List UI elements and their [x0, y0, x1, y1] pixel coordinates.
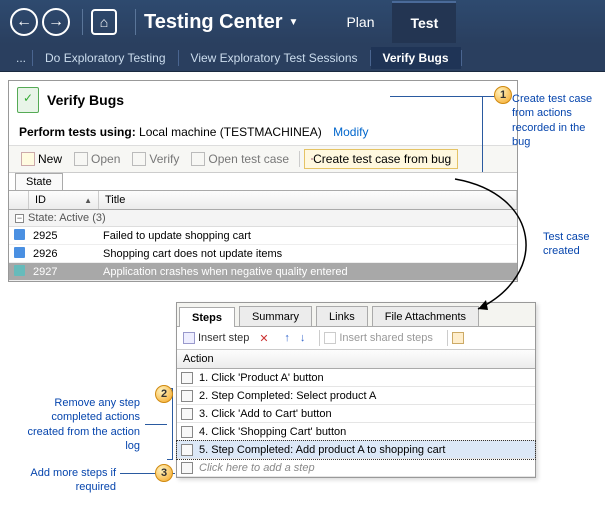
perform-label: Perform tests using:	[19, 125, 136, 139]
subnav-exploratory[interactable]: Do Exploratory Testing	[33, 47, 178, 69]
forward-button[interactable]: →	[42, 8, 70, 36]
bug-icon	[14, 247, 25, 258]
home-button[interactable]: ⌂	[91, 9, 117, 35]
steps-panel: Steps Summary Links File Attachments Ins…	[176, 302, 536, 478]
arrow-down-icon: ↓	[300, 332, 306, 344]
step-icon	[181, 372, 193, 384]
step-row-selected[interactable]: 5. Step Completed: Add product A to shop…	[177, 441, 535, 459]
insert-step-button[interactable]: Insert step	[183, 332, 249, 344]
modify-link[interactable]: Modify	[333, 125, 368, 139]
table-row[interactable]: 2926 Shopping cart does not update items	[9, 245, 517, 263]
step-row[interactable]: 4. Click 'Shopping Cart' button	[177, 423, 535, 441]
delete-step-button[interactable]: ✕	[259, 332, 274, 344]
back-button[interactable]: ←	[10, 8, 38, 36]
col-id[interactable]: ID▲	[29, 191, 99, 209]
sub-header: ... Do Exploratory Testing View Explorat…	[0, 44, 605, 72]
bug-icon	[14, 265, 25, 276]
callout-text-1: Create test case from actions recorded i…	[512, 92, 602, 149]
callout-text-3: Add more steps if required	[18, 466, 116, 495]
subnav-verify-bugs[interactable]: Verify Bugs	[371, 47, 461, 69]
callout-marker-3: 3	[155, 464, 173, 482]
tab-test[interactable]: Test	[392, 1, 456, 43]
step-row[interactable]: 3. Click 'Add to Cart' button	[177, 405, 535, 423]
perform-value: Local machine (TESTMACHINEA)	[139, 125, 322, 139]
step-icon	[181, 408, 193, 420]
connector	[482, 96, 483, 172]
table-row-selected[interactable]: 2927 Application crashes when negative q…	[9, 263, 517, 281]
callout-marker-1: 1	[494, 86, 512, 104]
tab-links[interactable]: Links	[316, 306, 368, 326]
state-tab[interactable]: State	[15, 173, 63, 190]
delete-icon: ✕	[259, 332, 271, 344]
verify-icon	[132, 152, 146, 166]
app-title: Testing Center	[144, 11, 283, 34]
insert-shared-steps-button[interactable]: Insert shared steps	[324, 332, 433, 344]
step-icon	[181, 390, 193, 402]
perform-tests-row: Perform tests using: Local machine (TEST…	[9, 119, 517, 145]
ellipsis[interactable]: ...	[10, 51, 32, 65]
move-up-button[interactable]: ↑	[284, 332, 290, 344]
collapse-icon[interactable]: −	[15, 214, 24, 223]
new-icon	[21, 152, 35, 166]
divider	[135, 9, 136, 35]
callout-marker-2: 2	[155, 385, 173, 403]
callout-text-2: Remove any step completed actions create…	[20, 396, 140, 453]
step-row[interactable]: 1. Click 'Product A' button	[177, 369, 535, 387]
bug-icon	[14, 229, 25, 240]
chevron-down-icon[interactable]: ▼	[289, 17, 299, 28]
app-header: ← → ⌂ Testing Center ▼ Plan Test	[0, 0, 605, 44]
panel-title: Verify Bugs	[47, 92, 124, 108]
group-row[interactable]: −State: Active (3)	[9, 210, 517, 227]
verify-button[interactable]: Verify	[126, 150, 185, 168]
tab-plan[interactable]: Plan	[328, 2, 392, 42]
create-test-case-from-bug-button[interactable]: Create test case from bug	[304, 149, 458, 169]
open-test-case-button[interactable]: Open test case	[185, 150, 295, 168]
action-column-header: Action	[177, 350, 535, 369]
clipboard-check-icon	[17, 87, 39, 113]
tab-steps[interactable]: Steps	[179, 307, 235, 327]
step-icon	[181, 444, 193, 456]
step-icon	[181, 426, 193, 438]
steps-toolbar: Insert step ✕ ↑ ↓ Insert shared steps	[177, 327, 535, 350]
cell-id: 2925	[29, 230, 99, 242]
new-button[interactable]: New	[15, 150, 68, 168]
shared-steps-icon	[324, 332, 336, 344]
subnav-sessions[interactable]: View Exploratory Test Sessions	[179, 47, 370, 69]
toolbar: New Open Verify Open test case Create te…	[9, 145, 517, 173]
connector	[145, 424, 167, 425]
grid-header: ID▲ Title	[9, 191, 517, 210]
attachment-button[interactable]	[452, 332, 467, 344]
verify-bugs-panel: Verify Bugs Perform tests using: Local m…	[8, 80, 518, 282]
step-icon	[181, 462, 193, 474]
cell-id: 2926	[29, 248, 99, 260]
open-icon	[74, 152, 88, 166]
cell-id: 2927	[29, 266, 99, 278]
step-row[interactable]: 2. Step Completed: Select product A	[177, 387, 535, 405]
arrow-up-icon: ↑	[284, 332, 290, 344]
open-test-case-icon	[191, 152, 205, 166]
add-step-placeholder[interactable]: Click here to add a step	[177, 459, 535, 477]
person-icon	[452, 332, 464, 344]
bugs-grid: ID▲ Title −State: Active (3) 2925 Failed…	[9, 190, 517, 281]
insert-step-icon	[183, 332, 195, 344]
table-row[interactable]: 2925 Failed to update shopping cart	[9, 227, 517, 245]
connector	[390, 96, 495, 97]
divider	[82, 9, 83, 35]
callout-text-created: Test case created	[543, 230, 603, 259]
sort-asc-icon: ▲	[84, 196, 92, 205]
open-button[interactable]: Open	[68, 150, 126, 168]
move-down-button[interactable]: ↓	[300, 332, 306, 344]
tab-summary[interactable]: Summary	[239, 306, 312, 326]
